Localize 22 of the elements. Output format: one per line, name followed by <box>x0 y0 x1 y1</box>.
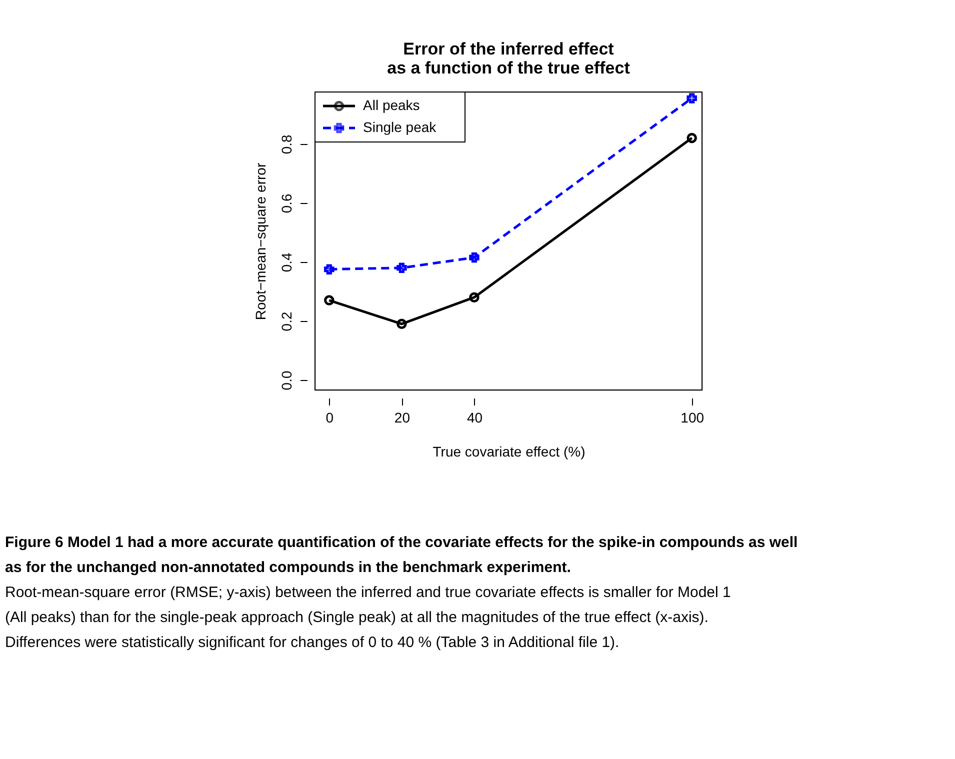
y-tick-label: 0.0 <box>278 370 294 390</box>
x-tick-label: 20 <box>394 410 410 426</box>
legend-label: All peaks <box>363 97 420 113</box>
point <box>469 292 480 302</box>
caption: Figure 6 Model 1 had a more accurate quantification of the covariate effects for the spike-in compounds as well as for the unchanged non-annotated compounds in the benchmark experiment. <box>5 534 798 576</box>
x-tick-label: 40 <box>466 410 483 426</box>
x-axis-title: True covariate effect (%) <box>432 444 586 460</box>
text: Root-mean-square error (RMSE; y-axis) between the inferred and true covariate effects is smaller for Model 1 (All peaks) than for the single-peak approach (Single peak) at all the magnitudes of the true effect (x-axis). Differences were statistically significant for changes of 0 to 40 % (Table 3 in Additional file 1). <box>5 584 731 651</box>
x-tick-label: 100 <box>680 410 704 426</box>
x-tick-label: 0 <box>326 410 334 426</box>
point <box>396 262 407 273</box>
chart-title: Error of the inferred effect as a function of the true effect <box>387 39 630 78</box>
y-tick-label: 0.6 <box>278 193 294 214</box>
y-axis-title: Root−mean−square error <box>252 162 268 320</box>
y-tick-label: 0.8 <box>278 134 294 154</box>
y-tick-label: 0.4 <box>278 252 294 272</box>
point <box>396 318 407 330</box>
y-tick-label: 0.2 <box>278 312 294 332</box>
legend-label: Single peak <box>363 119 438 135</box>
point <box>469 252 480 263</box>
point <box>686 93 697 104</box>
point <box>324 264 334 274</box>
